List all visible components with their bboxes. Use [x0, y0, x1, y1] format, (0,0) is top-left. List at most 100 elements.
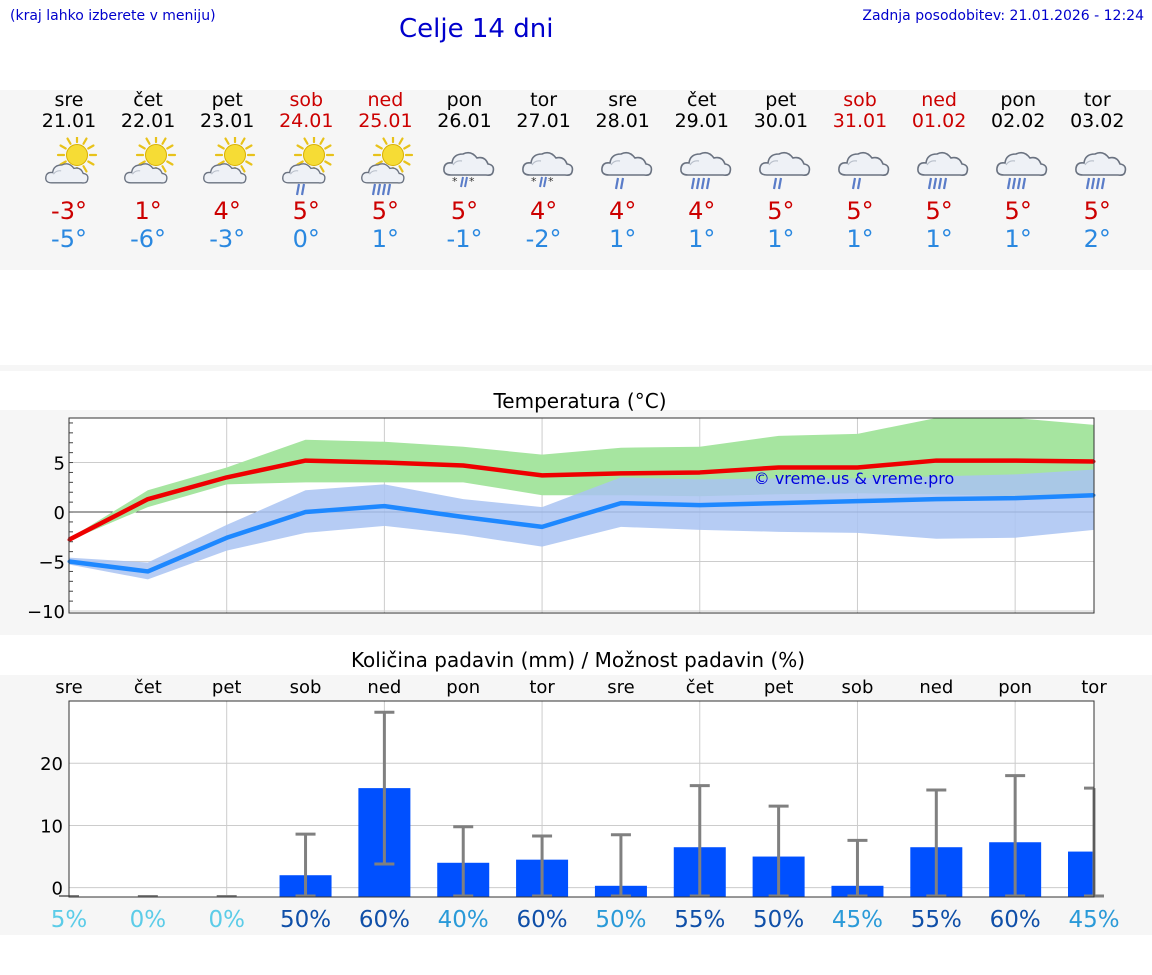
precipitation-probability: 50% [280, 907, 331, 933]
precipitation-probability: 55% [674, 907, 725, 933]
max-temperature: 1° [134, 197, 162, 225]
min-temperature-point [619, 501, 623, 505]
cloud-sleet-icon: * * [442, 151, 494, 188]
day-date: 28.01 [595, 110, 650, 132]
precipitation-error-bar [1005, 774, 1026, 898]
min-temperature: -6° [130, 225, 167, 253]
precipitation-error-bar [610, 833, 631, 898]
day-date: 31.01 [832, 110, 888, 132]
min-temperature-point [461, 515, 465, 519]
sun-cloud-heavy-rain-icon [361, 137, 414, 196]
min-temperature: -3° [209, 225, 246, 253]
max-temperature-point [225, 475, 229, 479]
min-temperature: 0° [292, 225, 320, 253]
precipitation-y-tick-label: 20 [40, 754, 63, 775]
min-temperature: 1° [609, 225, 637, 253]
day-forecast: pet 30.01 5° 1° [741, 90, 821, 253]
day-name: pon [1000, 89, 1037, 111]
cloud-rain-icon [838, 151, 890, 190]
cloud-rain-icon [600, 151, 652, 190]
daily-forecast-panel [0, 90, 1152, 270]
max-temperature-point [461, 464, 465, 468]
max-temperature: 5° [292, 197, 320, 225]
max-temperature-range-band [69, 418, 1094, 541]
day-name: pon [446, 89, 483, 111]
max-temperature: 4° [529, 197, 558, 225]
watermark: © vreme.us & vreme.pro [754, 469, 955, 488]
max-temperature-point [382, 461, 386, 465]
precipitation-day-label: pet [212, 677, 242, 698]
precipitation-error-bar [768, 804, 789, 898]
day-name: tor [530, 89, 558, 111]
max-temperature: 4° [609, 197, 637, 225]
min-temperature-point [540, 525, 544, 529]
temperature-y-tick-label: 5 [54, 454, 65, 475]
max-temperature-point [619, 471, 623, 475]
location-hint: (kraj lahko izberete v meniju) [10, 8, 216, 24]
cloud-heavy-rain-icon [1075, 151, 1127, 190]
min-temperature-range-band [69, 469, 1094, 580]
precipitation-day-label: čet [686, 677, 714, 698]
sun-cloud-icon [45, 137, 98, 184]
cloud-sleet-icon: * * [521, 151, 573, 188]
precipitation-error-bar [374, 710, 395, 866]
precipitation-probability: 40% [438, 907, 489, 933]
last-updated: Zadnja posodobitev: 21.01.2026 - 12:24 [862, 8, 1144, 24]
precipitation-probability: 0% [130, 907, 167, 933]
sun-cloud-rain-icon [282, 137, 335, 196]
min-temperature-point [304, 510, 308, 514]
svg-text:*: * [531, 175, 537, 188]
day-forecast: tor 27.01 * * 4° -2° [504, 90, 584, 253]
day-name: čet [133, 89, 163, 111]
day-date: 25.01 [358, 110, 413, 132]
day-name: sob [843, 89, 877, 111]
precipitation-error-bar [926, 788, 947, 898]
precipitation-probability: 45% [832, 907, 883, 933]
sun-cloud-icon [203, 137, 256, 184]
min-temperature-line [68, 492, 1095, 574]
max-temperature-point [146, 497, 150, 501]
precipitation-day-label: sob [842, 677, 874, 698]
day-forecast: sre 28.01 4° 1° [583, 90, 663, 253]
svg-text:*: * [548, 175, 554, 188]
cloud-heavy-rain-icon [679, 151, 732, 190]
cloud-rain-icon [758, 151, 811, 190]
precipitation-day-label: sre [607, 677, 634, 698]
day-forecast: pon 26.01 * * 5° -1° [425, 90, 505, 253]
section-divider [0, 365, 1152, 371]
min-temperature: 1° [688, 225, 716, 253]
max-temperature: 4° [213, 197, 241, 225]
temperature-chart-title: Temperatura (°C) [492, 389, 666, 413]
precipitation-bar [1068, 851, 1094, 897]
day-date: 21.01 [41, 110, 97, 132]
max-temperature: 5° [767, 197, 795, 225]
min-temperature: 1° [846, 225, 874, 253]
day-date: 24.01 [279, 110, 334, 132]
precipitation-error-bar [847, 838, 868, 898]
max-temperature: 5° [925, 197, 953, 225]
day-forecast: pon 02.02 5° 1° [978, 90, 1058, 253]
max-temperature: 5° [450, 197, 479, 225]
day-name: sre [54, 89, 84, 111]
temperature-plot-frame [68, 417, 1095, 614]
max-temperature-point [777, 465, 781, 469]
precipitation-chart-title: Količina padavin (mm) / Možnost padavin … [351, 648, 805, 672]
min-temperature-point [934, 497, 938, 501]
day-name: sob [289, 89, 324, 111]
min-temperature: -5° [51, 225, 87, 253]
max-temperature: 5° [1083, 197, 1111, 225]
precipitation-error-bar [532, 834, 553, 898]
day-date: 27.01 [516, 110, 571, 132]
day-date: 30.01 [753, 110, 809, 132]
precipitation-day-label: tor [1081, 677, 1107, 698]
max-temperature: 5° [846, 197, 874, 225]
precipitation-day-label: sre [55, 677, 82, 698]
min-temperature: 1° [767, 225, 795, 253]
day-date: 26.01 [437, 110, 492, 132]
day-name: čet [687, 89, 717, 111]
precipitation-error-bar [295, 832, 316, 898]
day-forecast: tor 03.02 5° 2° [1057, 90, 1137, 253]
precipitation-day-label: pon [998, 677, 1032, 698]
min-temperature: 2° [1083, 225, 1111, 253]
